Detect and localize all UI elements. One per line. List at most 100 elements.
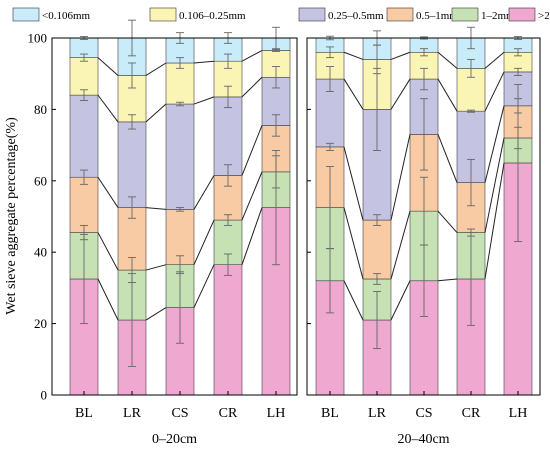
error-bar-LH-0-106-0-25mm (272, 48, 280, 53)
y-tick-label: 100 (28, 31, 48, 46)
error-bar-LH-1-2mm (514, 126, 522, 150)
connector-0-25-0-5mm (145, 103, 167, 123)
bar-0-20cm-CR (213, 37, 243, 396)
error-bar-CS-1-2mm (176, 255, 184, 275)
axis-ticks-0-20cm: 0 20 40 60 80 100 BL LR CS CR LH (28, 31, 286, 422)
x-tick-label-LH: LH (509, 406, 528, 421)
legend-label-lt0-106mm: <0.106mm (42, 10, 91, 22)
legend-swatch-1-2mm (451, 7, 479, 22)
connector-0-5-1mm (437, 134, 458, 183)
connector-0-25-0-5mm (343, 78, 364, 110)
error-bar-CS-0-5-1mm (420, 98, 428, 171)
legend-swatch-0-5-1mm (386, 7, 414, 22)
error-bar-CS-0-25-0-5mm (420, 67, 428, 91)
bar-segment-LR-0-25-0-5mm (117, 121, 147, 208)
error-bar-CS-0-5-1mm (176, 207, 184, 212)
connector-0-106-0-25mm (390, 51, 411, 60)
connector-0-5-1mm (193, 175, 215, 210)
connector-0-106-0-25mm (193, 60, 215, 64)
error-bar-BL-0-5-1mm (80, 169, 88, 185)
connector-0-106-0-25mm (484, 51, 505, 69)
connector-0-106-0-25mm (97, 57, 119, 76)
legend-label-0-106-0-25mm: 0.106–0.25mm (179, 10, 246, 22)
legend-item-0-25-0-5mm: 0.25–0.5mm (298, 7, 384, 22)
error-bar-BL-0-106-0-25mm (80, 53, 88, 62)
error-bar-LR-0-5-1mm (128, 196, 136, 219)
error-bar-CR-0-5-1mm (467, 158, 475, 207)
x-tick-label-CS: CS (415, 406, 432, 421)
connector-1-2mm (390, 211, 411, 280)
error-bars-0-20cm (80, 19, 280, 367)
bar-20-40cm-BL (315, 37, 345, 396)
error-bar-LR-0-5-1mm (373, 214, 381, 226)
connector-gt2mm (390, 280, 411, 321)
connector-0-25-0-5mm (484, 71, 505, 112)
connector-gt2mm (145, 307, 167, 321)
error-bar-LR-1-2mm (373, 273, 381, 285)
legend-label-1-2mm: 1–2mm (481, 10, 515, 22)
error-bar-LH-0-5-1mm (514, 98, 522, 114)
connector-1-2mm (437, 210, 458, 233)
x-tick-label-LH: LH (267, 406, 286, 421)
connector-0-25-0-5mm (193, 96, 215, 105)
x-tick-label-BL: BL (75, 406, 93, 421)
legend-swatch-gt2mm (508, 7, 536, 22)
connector-gt2mm (193, 264, 215, 308)
error-bar-CS-1-2mm (420, 176, 428, 246)
legend-swatch-0-25-0-5mm (298, 7, 326, 22)
error-bar-LH-1-2mm (272, 155, 280, 189)
connector-0-25-0-5mm (241, 76, 263, 98)
connector-0-5-1mm (145, 207, 167, 210)
chart-panels: 0 20 40 60 80 100 BL LR CS CR LH 0–20cm BL LR CS CR LH 20… (28, 19, 541, 447)
bar-segment-BL-0-25-0-5mm (69, 94, 99, 178)
panel-0-20cm: 0 20 40 60 80 100 BL LR CS CR LH 0–20cm (28, 19, 298, 447)
y-tick-label: 20 (34, 316, 47, 331)
bar-segment-CR-gt2mm (213, 264, 243, 396)
connector-0-106-0-25mm (145, 62, 167, 76)
bar-20-40cm-CR (456, 37, 486, 396)
error-bar-CS-0-106-0-25mm (420, 48, 428, 57)
legend-label-gt2mm: >2mm (538, 10, 550, 22)
error-bar-LR-0-25-0-5mm (128, 114, 136, 130)
connector-0-106-0-25mm (437, 51, 458, 69)
error-bar-BL-0-5-1mm (326, 142, 334, 151)
bar-segment-CR-0-25-0-5mm (213, 96, 243, 176)
connector-0-106-0-25mm (343, 51, 364, 60)
x-tick-label-CS: CS (171, 406, 188, 421)
error-bar-LH-0-5-1mm (272, 114, 280, 137)
error-bar-CR-1-2mm (224, 214, 232, 226)
panel-label-20-40cm: 20–40cm (397, 432, 449, 447)
bar-segment-BL-0-5-1mm (69, 176, 99, 233)
error-bar-CS-0-106-0-25mm (176, 57, 184, 69)
connector-1-2mm (241, 171, 263, 221)
y-tick-label: 40 (34, 245, 47, 260)
connector-1-2mm (193, 219, 215, 265)
connector-1-2mm (343, 207, 364, 280)
error-bars-20-40cm (326, 26, 522, 350)
legend-label-0-25-0-5mm: 0.25–0.5mm (328, 10, 384, 22)
legend-item-lt0-106mm: <0.106mm (12, 7, 91, 22)
error-bar-LH-0-25-0-5mm (272, 66, 280, 89)
x-tick-label-CR: CR (462, 406, 481, 421)
error-bar-LR-gt2mm (373, 291, 381, 350)
panel-20-40cm: BL LR CS CR LH 20–40cm (306, 26, 541, 447)
connector-0-5-1mm (343, 146, 364, 221)
error-bar-CR-0-106-0-25mm (467, 58, 475, 78)
legend-item-0-5-1mm: 0.5–1mm (386, 7, 458, 22)
error-bar-CR-0-5-1mm (224, 164, 232, 187)
error-bar-CR-1-2mm (467, 228, 475, 237)
legend-item-0-106-0-25mm: 0.106–0.25mm (149, 7, 246, 22)
legend-swatch-0-106-0-25mm (149, 7, 177, 22)
error-bar-LH-0-106-0-25mm (514, 48, 522, 57)
bar-segment-CS-0-106-0-25mm (165, 62, 195, 105)
error-bar-BL-1-2mm (80, 224, 88, 241)
connector-0-5-1mm (97, 176, 119, 208)
connector-0-106-0-25mm (241, 50, 263, 62)
connector-gt2mm (343, 280, 364, 321)
error-bar-BL-1-2mm (326, 166, 334, 250)
error-bar-BL-0-25-0-5mm (326, 66, 334, 93)
connector-gt2mm (437, 278, 458, 282)
legend: <0.106mm 0.106–0.25mm 0.25–0.5mm 0.5–1mm 1–2… (12, 7, 550, 22)
connector-0-25-0-5mm (437, 78, 458, 112)
